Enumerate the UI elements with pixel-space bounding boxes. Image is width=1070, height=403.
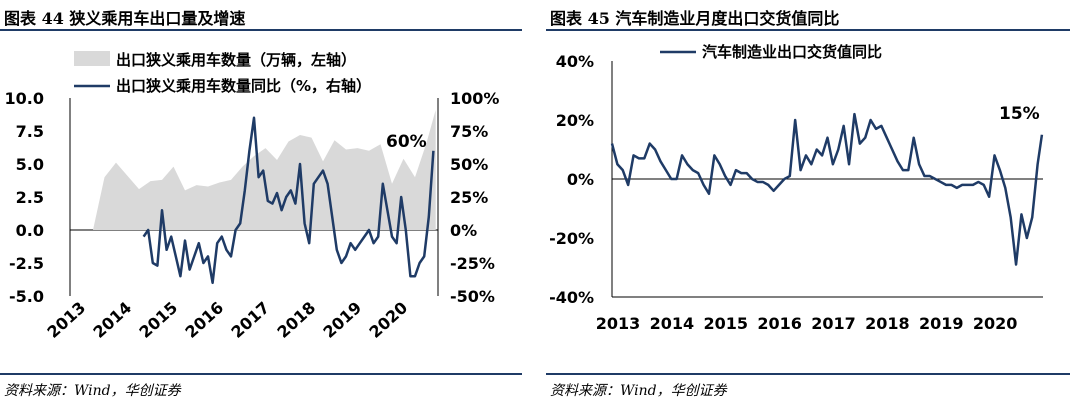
left-bottom-rule <box>0 373 522 375</box>
x-axis-tick-label: 2014 <box>89 298 135 342</box>
export-volume-area <box>93 109 436 230</box>
x-axis-tick-label: 2013 <box>43 298 89 342</box>
y-axis-tick-label: 20% <box>556 111 594 130</box>
yoy-annotation: 60% <box>386 132 427 152</box>
left-axis-tick-label: 0.0 <box>16 221 44 240</box>
left-axis-tick-label: 7.5 <box>16 122 44 141</box>
right-axis-tick-label: -25% <box>450 254 495 273</box>
right-axis-tick-label: 75% <box>450 122 488 141</box>
left-title-rule <box>0 29 522 31</box>
legend-line-label: 汽车制造业出口交货值同比 <box>702 43 882 61</box>
left-chart-svg: 10.0 7.5 5.0 2.5 0.0 -2.5 -5.0 100% 75% 50% 25% 0% -… <box>5 51 499 342</box>
legend-line-label: 出口狭义乘用车数量同比（%，右轴） <box>116 77 371 95</box>
right-source-note: 资料来源：Wind，华创证券 <box>550 383 727 399</box>
left-chart-title: 图表 44 狭义乘用车出口量及增速 <box>4 9 246 28</box>
x-axis-tick-label: 2019 <box>319 298 365 342</box>
x-axis-tick-label: 2013 <box>596 314 641 333</box>
left-axis-tick-label: 10.0 <box>5 89 44 108</box>
legend-area-label: 出口狭义乘用车数量（万辆，左轴） <box>116 51 356 69</box>
x-axis-tick-label: 2015 <box>135 298 181 342</box>
right-bottom-rule <box>546 373 1070 375</box>
right-axis-tick-label: 25% <box>450 188 488 207</box>
right-chart-svg: 40% 20% 0% -20% -40%2013 2014 2015 2016 2017 2018… <box>549 43 1044 333</box>
x-axis-tick-label: 2017 <box>227 298 273 342</box>
x-axis-tick-label: 2018 <box>273 298 319 342</box>
left-axis-tick-label: -2.5 <box>9 254 44 273</box>
x-axis-tick-label: 2016 <box>757 314 802 333</box>
legend-area-swatch <box>74 51 110 66</box>
right-axis-tick-label: 50% <box>450 155 488 174</box>
left-axis-tick-label: 5.0 <box>16 155 44 174</box>
x-axis-tick-label: 2017 <box>811 314 856 333</box>
right-chart-panel: 图表 45 汽车制造业月度出口交货值同比 40% 20% 0% -20% -40% 201… <box>546 0 1070 403</box>
left-source-note: 资料来源：Wind，华创证券 <box>4 383 181 399</box>
right-chart-title: 图表 45 汽车制造业月度出口交货值同比 <box>550 9 840 28</box>
x-axis-tick-label: 2015 <box>703 314 748 333</box>
x-axis-tick-label: 2016 <box>181 298 227 342</box>
right-axis-tick-label: 0% <box>450 221 477 240</box>
export-value-yoy-line <box>610 112 1044 266</box>
left-chart-panel: 图表 44 狭义乘用车出口量及增速 10.0 7.5 5.0 2.5 0.0 -2.5 -5… <box>0 0 522 403</box>
x-axis-tick-label: 2014 <box>650 314 695 333</box>
yoy-annotation: 15% <box>999 104 1040 124</box>
right-axis-tick-label: 100% <box>450 89 499 108</box>
x-axis-tick-label: 2020 <box>365 298 411 342</box>
y-axis-tick-label: 0% <box>567 170 594 189</box>
left-axis-tick-label: -5.0 <box>9 287 44 306</box>
x-axis-tick-label: 2018 <box>865 314 910 333</box>
left-axis-tick-label: 2.5 <box>16 188 44 207</box>
y-axis-tick-label: 40% <box>556 52 594 71</box>
y-axis-tick-label: -40% <box>549 288 594 307</box>
export-yoy-line <box>142 116 435 285</box>
x-axis-tick-label: 2019 <box>919 314 964 333</box>
y-axis-tick-label: -20% <box>549 229 594 248</box>
x-axis-tick-label: 2020 <box>973 314 1018 333</box>
right-title-rule <box>546 29 1070 31</box>
right-axis-tick-label: -50% <box>450 287 495 306</box>
